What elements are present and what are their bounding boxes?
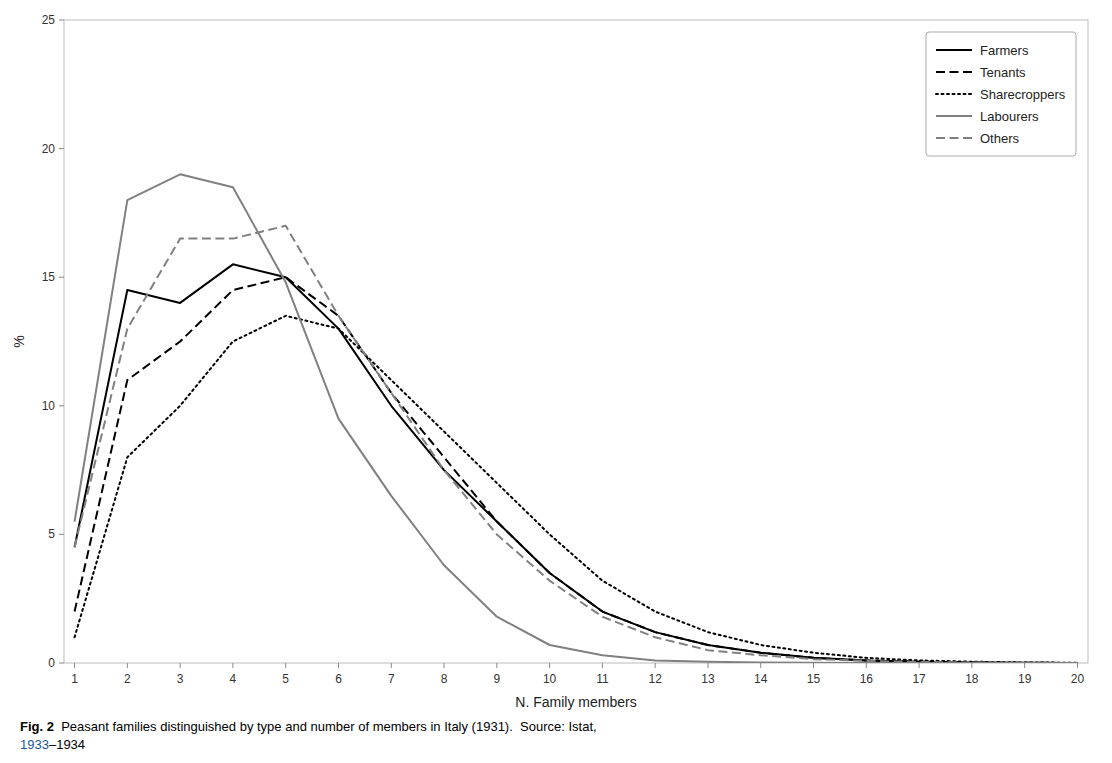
caption-part: Peasant families distinguished by type a… bbox=[54, 719, 597, 734]
x-tick-label: 20 bbox=[1071, 672, 1085, 686]
x-tick-label: 17 bbox=[912, 672, 926, 686]
y-tick-label: 0 bbox=[48, 656, 55, 670]
legend-box bbox=[926, 32, 1076, 156]
y-tick bbox=[59, 148, 64, 149]
x-tick bbox=[391, 663, 392, 668]
x-tick-label: 10 bbox=[543, 672, 557, 686]
y-tick bbox=[59, 663, 64, 664]
x-tick-label: 19 bbox=[1018, 672, 1032, 686]
x-tick bbox=[655, 663, 656, 668]
legend-swatch bbox=[936, 71, 972, 73]
x-tick bbox=[866, 663, 867, 668]
y-tick bbox=[59, 405, 64, 406]
x-tick bbox=[496, 663, 497, 668]
caption-part: Fig. 2 bbox=[20, 719, 54, 734]
y-axis-label: % bbox=[11, 335, 27, 347]
x-tick-label: 2 bbox=[124, 672, 131, 686]
x-tick-label: 14 bbox=[754, 672, 768, 686]
plot-frame bbox=[64, 20, 1088, 663]
x-tick bbox=[760, 663, 761, 668]
legend-label: Others bbox=[980, 131, 1020, 146]
y-tick bbox=[59, 534, 64, 535]
x-tick-label: 16 bbox=[860, 672, 874, 686]
chart: 1234567891011121314151617181920051015202… bbox=[0, 0, 1112, 763]
caption-part: 1933 bbox=[20, 737, 49, 752]
x-tick-label: 12 bbox=[648, 672, 662, 686]
x-tick bbox=[74, 663, 75, 668]
x-tick-label: 1 bbox=[71, 672, 78, 686]
series-line bbox=[75, 174, 1078, 663]
legend-swatch bbox=[936, 93, 972, 95]
legend-swatch bbox=[936, 49, 972, 51]
y-tick-label: 15 bbox=[42, 270, 56, 284]
y-tick-label: 10 bbox=[42, 399, 56, 413]
legend: Farmers Tenants Sharecroppers Labourers Othe… bbox=[926, 32, 1076, 156]
y-tick-label: 25 bbox=[42, 13, 56, 27]
caption: 1933–1934 bbox=[20, 737, 85, 752]
x-tick bbox=[813, 663, 814, 668]
x-tick bbox=[1024, 663, 1025, 668]
legend-swatch bbox=[936, 115, 972, 117]
y-tick bbox=[59, 20, 64, 21]
x-tick bbox=[1077, 663, 1078, 668]
legend-label: Labourers bbox=[980, 109, 1039, 124]
x-tick-label: 7 bbox=[388, 672, 395, 686]
y-tick-label: 5 bbox=[48, 527, 55, 541]
legend-label: Tenants bbox=[980, 65, 1026, 80]
x-tick-label: 6 bbox=[335, 672, 342, 686]
x-tick-label: 11 bbox=[596, 672, 609, 686]
x-tick bbox=[127, 663, 128, 668]
lines bbox=[75, 174, 1078, 663]
y-tick-label: 20 bbox=[42, 142, 56, 156]
x-tick bbox=[338, 663, 339, 668]
series-line bbox=[75, 277, 1078, 663]
x-tick-label: 3 bbox=[177, 672, 184, 686]
x-tick-label: 15 bbox=[807, 672, 821, 686]
x-tick bbox=[444, 663, 445, 668]
x-axis-label: N. Family members bbox=[515, 694, 636, 710]
legend-label: Farmers bbox=[980, 43, 1029, 58]
caption-part: –1934 bbox=[49, 737, 85, 752]
x-tick bbox=[602, 663, 603, 668]
x-tick bbox=[232, 663, 233, 668]
caption: Fig. 2 Peasant families distinguished by… bbox=[20, 719, 597, 734]
x-tick bbox=[971, 663, 972, 668]
x-tick-label: 9 bbox=[493, 672, 500, 686]
x-tick bbox=[707, 663, 708, 668]
x-tick-label: 8 bbox=[441, 672, 448, 686]
series-line bbox=[75, 264, 1078, 663]
x-tick bbox=[180, 663, 181, 668]
x-tick-label: 4 bbox=[230, 672, 237, 686]
legend-swatch bbox=[936, 137, 972, 139]
series-line bbox=[75, 316, 1078, 663]
legend-label: Sharecroppers bbox=[980, 87, 1066, 102]
x-tick bbox=[919, 663, 920, 668]
y-tick bbox=[59, 277, 64, 278]
series-line bbox=[75, 226, 1078, 663]
x-tick-label: 13 bbox=[701, 672, 715, 686]
x-tick bbox=[549, 663, 550, 668]
x-tick-label: 18 bbox=[965, 672, 979, 686]
x-tick bbox=[285, 663, 286, 668]
x-tick-label: 5 bbox=[282, 672, 289, 686]
